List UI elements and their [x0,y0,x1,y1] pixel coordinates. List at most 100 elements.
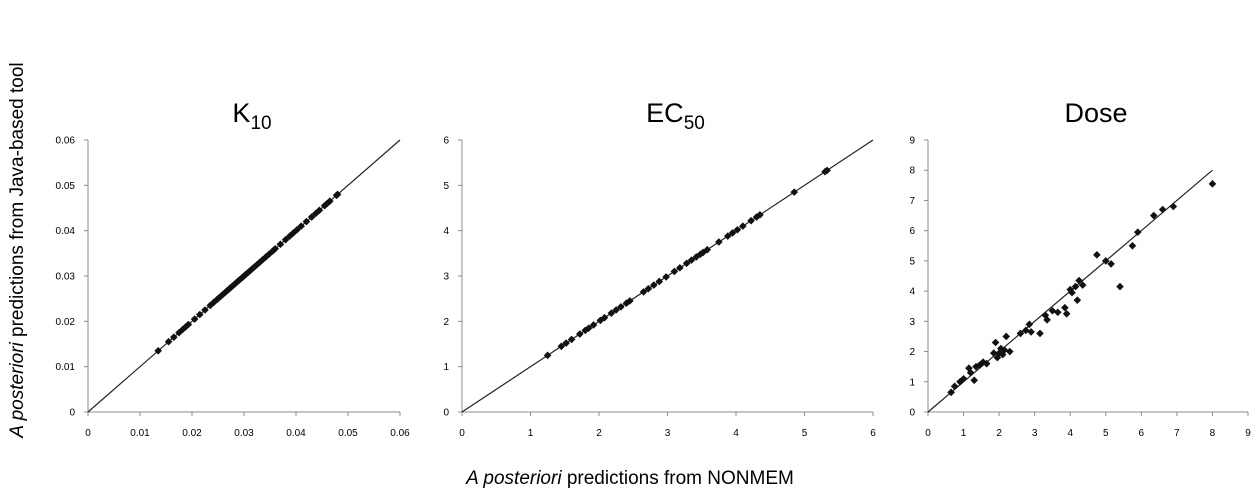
data-point [676,264,684,272]
data-point [326,197,334,205]
x-tick-label: 2 [596,428,602,439]
data-point [1078,281,1087,289]
data-point [1169,202,1178,211]
y-tick-label: 0 [909,408,915,419]
data-point [543,351,552,360]
data-point [293,225,301,234]
y-tick-label: 6 [909,226,915,237]
x-tick-label: 0.03 [234,428,254,439]
y-tick-label: 3 [909,317,915,328]
y-tick-label: 4 [909,287,915,298]
data-point [1043,316,1051,324]
x-tick-label: 2 [996,428,1002,439]
data-point [302,217,311,226]
y-tick-label: 5 [909,256,915,267]
data-point [972,362,980,371]
x-tick-label: 9 [1245,428,1251,439]
data-point [170,333,178,341]
data-point [242,270,250,278]
data-point [315,206,324,215]
data-point [699,248,707,257]
data-point [959,374,968,383]
y-tick-label: 1 [909,377,915,388]
x-tick-label: 0.04 [286,428,306,439]
data-point [612,306,620,314]
data-point [276,240,285,249]
data-point [703,245,712,254]
x-tick-label: 8 [1210,428,1216,439]
x-tick-label: 1 [961,428,967,439]
y-tick-label: 0.06 [56,136,76,147]
data-point [1000,346,1009,354]
data-point [950,382,959,391]
data-point [567,335,576,344]
x-tick-label: 0.01 [130,428,150,439]
data-point [201,306,209,314]
chart-panel-1: K10 0 0.01 0.02 0.03 0.04 0.05 0.06 0 0.01 0.02 0.0… [56,98,411,439]
data-point [823,166,831,175]
data-point [989,349,998,357]
data-point [1093,251,1101,259]
data-point [217,292,225,300]
data-point [1027,328,1035,336]
data-point [970,376,979,385]
data-point [733,225,742,234]
data-point [1149,211,1158,220]
data-point [956,377,964,386]
data-point [790,188,799,196]
data-point [1068,288,1076,297]
x-tick-label: 3 [665,428,671,439]
data-point [1128,241,1137,250]
data-point [1062,309,1071,318]
data-point [723,232,732,240]
y-tick-label: 2 [443,317,449,328]
data-point [947,388,955,397]
data-point [178,325,187,334]
x-tick-label: 3 [1032,428,1038,439]
data-point [297,222,305,230]
data-point [728,229,737,237]
data-point [982,359,991,368]
y-tick-label: 2 [909,347,915,358]
chart-panel-3: Dose 0 1 2 3 4 5 6 7 8 9 0 1 2 3 4 5 6 7 8 9 [909,98,1251,439]
x-tick-label: 4 [1067,428,1073,439]
y-tick-label: 0.01 [56,362,76,373]
x-tick-label: 6 [1139,428,1145,439]
data-point [715,238,723,246]
data-point [268,247,277,255]
data-point [1133,228,1142,236]
data-point [1073,296,1082,304]
data-point [662,273,670,281]
y-tick-label: 0 [443,408,449,419]
data-point [1061,303,1069,312]
chart-title: Dose [1064,98,1127,128]
y-tick-label: 0.04 [56,226,76,237]
y-tick-label: 0 [69,408,75,419]
data-point [184,320,193,329]
data-point [1208,180,1217,188]
data-point [557,342,566,351]
data-point [747,216,755,225]
x-tick-label: 1 [528,428,534,439]
x-tick-label: 5 [802,428,808,439]
data-point [682,259,691,268]
data-point [196,310,204,319]
chart-title: EC50 [646,98,705,134]
y-tick-label: 0.03 [56,272,76,283]
data-point [1048,306,1057,315]
y-tick-label: 8 [909,166,915,177]
data-point [975,361,984,369]
data-point [687,256,696,264]
data-point [221,288,230,297]
data-point [164,337,173,346]
data-point [696,250,705,259]
x-tick-label: 4 [733,428,739,439]
data-point [993,353,1002,362]
y-tick-label: 4 [443,226,449,237]
data-point [589,321,598,329]
y-tick-label: 0.02 [56,317,76,328]
data-point [1036,329,1044,338]
data-point [281,235,290,244]
y-tick-label: 0.05 [56,181,76,192]
